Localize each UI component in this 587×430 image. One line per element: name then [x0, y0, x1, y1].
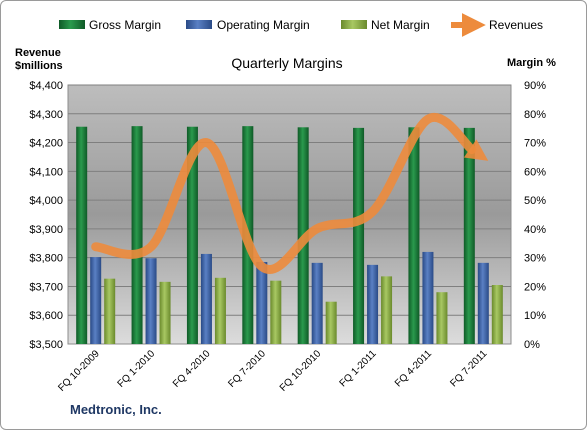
revenue-point-fq-10-2009 — [94, 245, 97, 248]
revenue-point-fq-1-2011 — [371, 210, 374, 213]
revenue-point-fq-4-2010 — [205, 141, 208, 144]
x-tick-label: FQ 1-2011 — [338, 348, 379, 389]
legend-swatch-operating-margin — [186, 20, 212, 29]
right-axis-title: Margin % — [507, 57, 556, 69]
x-axis-ticks: FQ 10-2009 FQ 1-2010 FQ 4-2010 FQ 7-2010 FQ … — [56, 348, 489, 394]
bar-net-margin-fq-7-2011 — [491, 285, 503, 344]
right-axis-ticks: 0% 10% 20% 30% 40% 50% 60% 70% 80% 90% — [524, 80, 546, 351]
x-tick-label: FQ 10-2010 — [278, 348, 324, 394]
left-tick-label: $3,600 — [29, 310, 63, 322]
revenue-point-fq-7-2011 — [482, 156, 485, 159]
revenue-line-group — [91, 112, 489, 274]
legend-swatch-gross-margin — [59, 20, 85, 29]
legend: Gross Margin Operating Margin Net Margin… — [59, 13, 543, 37]
legend-label-net-margin: Net Margin — [371, 18, 430, 32]
legend-item-gross-margin: Gross Margin — [59, 18, 161, 32]
x-tick-label: FQ 7-2011 — [448, 348, 489, 389]
legend-label-operating-margin: Operating Margin — [217, 18, 310, 32]
x-tick-label: FQ 7-2010 — [226, 348, 268, 390]
left-tick-label: $4,100 — [29, 166, 63, 178]
revenue-line — [91, 112, 477, 274]
right-tick-label: 90% — [524, 80, 546, 92]
revenue-point-fq-1-2010 — [150, 245, 153, 248]
right-tick-label: 60% — [524, 166, 546, 178]
x-tick-label: FQ 4-2010 — [171, 348, 213, 390]
right-tick-label: 0% — [524, 339, 540, 351]
right-tick-label: 10% — [524, 310, 546, 322]
bar-gross-margin-fq-7-2011 — [463, 127, 475, 344]
legend-label-revenues: Revenues — [489, 18, 543, 32]
bar-gross-margin-fq-10-2009 — [76, 126, 88, 344]
legend-item-operating-margin: Operating Margin — [186, 18, 310, 32]
left-tick-label: $4,400 — [29, 80, 63, 92]
left-tick-label: $3,900 — [29, 224, 63, 236]
left-axis-title-line2: $millions — [15, 60, 63, 72]
bar-gross-margin-fq-4-2010 — [186, 126, 198, 344]
right-tick-label: 40% — [524, 224, 546, 236]
legend-item-revenues: Revenues — [451, 13, 543, 37]
left-tick-label: $3,500 — [29, 339, 63, 351]
left-axis-title-line1: Revenue — [15, 47, 61, 59]
bar-net-margin-fq-7-2010 — [270, 280, 282, 344]
left-tick-label: $3,700 — [29, 281, 63, 293]
legend-swatch-net-margin — [341, 20, 367, 29]
bar-net-margin-fq-4-2010 — [214, 277, 226, 344]
bar-gross-margin-fq-1-2010 — [131, 126, 143, 344]
revenue-point-fq-10-2010 — [316, 227, 319, 230]
bar-operating-margin-fq-1-2011 — [367, 264, 379, 344]
left-axis-ticks: $3,500 $3,600 $3,700 $3,800 $3,900 $4,000 $4,1… — [29, 80, 63, 351]
left-tick-label: $4,000 — [29, 195, 63, 207]
bar-net-margin-fq-10-2010 — [325, 301, 337, 344]
bar-gross-margin-fq-1-2011 — [353, 127, 365, 344]
right-tick-label: 30% — [524, 253, 546, 265]
bar-operating-margin-fq-1-2010 — [145, 258, 157, 344]
company-name: Medtronic, Inc. — [70, 402, 162, 417]
bar-operating-margin-fq-7-2010 — [256, 261, 268, 344]
x-tick-label: FQ 10-2009 — [56, 348, 102, 394]
bar-operating-margin-fq-7-2011 — [477, 262, 489, 344]
bar-net-margin-fq-1-2010 — [159, 281, 171, 344]
x-tick-label: FQ 1-2010 — [116, 348, 158, 390]
bar-operating-margin-fq-4-2010 — [200, 253, 212, 344]
chart-title: Quarterly Margins — [231, 55, 342, 71]
right-tick-label: 70% — [524, 138, 546, 150]
left-tick-label: $4,200 — [29, 138, 63, 150]
left-tick-label: $4,300 — [29, 109, 63, 121]
right-tick-label: 20% — [524, 281, 546, 293]
legend-item-net-margin: Net Margin — [341, 18, 430, 32]
revenue-point-fq-4-2011 — [426, 118, 429, 121]
bar-operating-margin-fq-10-2009 — [90, 257, 102, 344]
bar-operating-margin-fq-10-2010 — [311, 262, 323, 344]
bar-net-margin-fq-1-2011 — [381, 276, 393, 344]
bar-net-margin-fq-10-2009 — [104, 278, 116, 344]
revenue-line-arrowhead — [463, 139, 489, 161]
right-tick-label: 80% — [524, 109, 546, 121]
bar-net-margin-fq-4-2011 — [436, 292, 448, 344]
bar-gross-margin-fq-4-2011 — [408, 127, 420, 344]
bar-operating-margin-fq-4-2011 — [422, 251, 434, 344]
legend-label-gross-margin: Gross Margin — [89, 18, 161, 32]
right-tick-label: 50% — [524, 195, 546, 207]
revenue-point-fq-7-2010 — [260, 265, 263, 268]
left-tick-label: $3,800 — [29, 253, 63, 265]
x-tick-label: FQ 4-2011 — [393, 348, 434, 389]
